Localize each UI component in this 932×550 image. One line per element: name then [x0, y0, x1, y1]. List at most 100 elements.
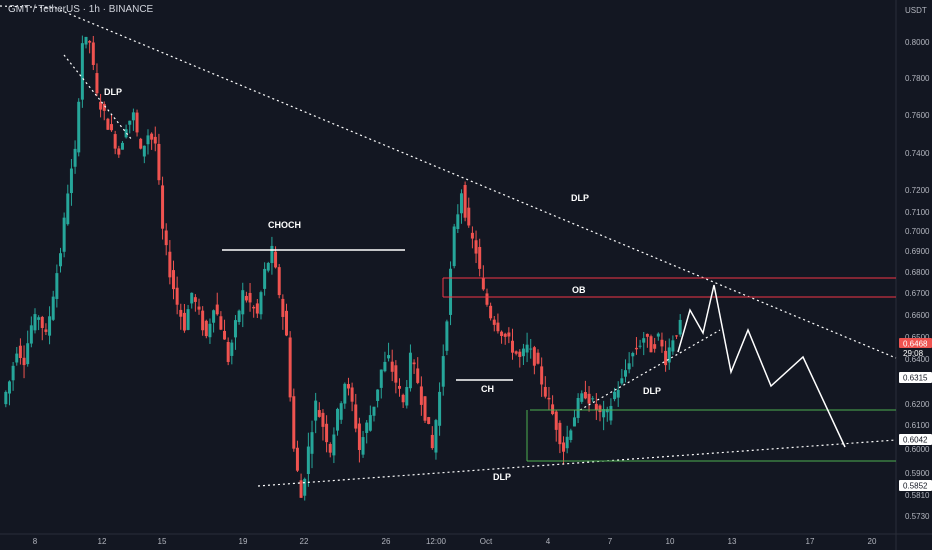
candle-body — [292, 396, 296, 449]
candle-body — [387, 355, 391, 359]
candle-body — [237, 310, 241, 323]
candle-body — [332, 434, 336, 456]
candle-body — [230, 342, 234, 356]
dlp-top-label: DLP — [104, 87, 122, 97]
candle-body — [660, 339, 664, 347]
candle-body — [653, 344, 657, 349]
candle-body — [95, 73, 99, 94]
candle-body — [354, 404, 358, 429]
candle-body — [226, 342, 230, 362]
candle-body — [88, 41, 92, 43]
y-tick-label: 0.6000 — [905, 445, 930, 454]
candle-body — [215, 304, 219, 315]
ch-label: CH — [481, 384, 494, 394]
candle-body — [470, 232, 474, 239]
candle-body — [540, 366, 544, 385]
candle-body — [69, 168, 73, 194]
candle-body — [368, 415, 372, 431]
candle-body — [26, 343, 30, 365]
candle-body — [299, 480, 303, 498]
candle-body — [18, 345, 22, 359]
candle-body — [576, 397, 580, 418]
candle-body — [204, 320, 208, 337]
candle-body — [150, 133, 154, 140]
y-tick-label: 0.6900 — [905, 247, 930, 256]
candle-body — [594, 403, 598, 411]
candle-body — [642, 338, 646, 343]
candle-body — [408, 352, 412, 389]
candle-body — [139, 138, 143, 149]
candle-body — [197, 306, 201, 310]
candle-body — [274, 251, 278, 268]
y-tick-label: 0.6700 — [905, 289, 930, 298]
candle-body — [507, 332, 511, 337]
x-tick-label: 15 — [158, 537, 167, 546]
candle-body — [295, 447, 299, 471]
candle-body — [602, 409, 606, 418]
candle-body — [102, 103, 106, 111]
candle-body — [638, 345, 642, 347]
candle-body — [401, 394, 405, 403]
candle-body — [306, 446, 310, 474]
candle-body — [208, 323, 212, 338]
candle-body — [361, 437, 365, 455]
candle-body — [565, 436, 569, 449]
x-tick-label: 7 — [608, 537, 613, 546]
candle-body — [84, 36, 88, 45]
candle-body — [503, 333, 507, 337]
candle-body — [277, 267, 281, 296]
x-tick-label: 17 — [806, 537, 815, 546]
x-tick-label: 10 — [666, 537, 675, 546]
candle-body — [248, 292, 252, 303]
y-tick-label: 0.6800 — [905, 268, 930, 277]
candle-body — [580, 393, 584, 402]
candle-body — [624, 370, 627, 377]
candle-body — [4, 391, 8, 405]
candle-body — [142, 145, 146, 157]
price-box-upper: 0.6315 — [903, 374, 928, 383]
candle-body — [664, 350, 668, 366]
candle-body — [7, 381, 11, 394]
candle-body — [120, 142, 124, 150]
candle-body — [172, 270, 175, 290]
candle-body — [441, 356, 445, 387]
candle-body — [55, 273, 59, 299]
y-tick-label: 0.6600 — [905, 311, 930, 320]
candle-body — [427, 417, 431, 424]
candle-body — [485, 293, 489, 305]
choch-label: CHOCH — [268, 220, 301, 230]
x-tick-label: 22 — [300, 537, 309, 546]
candle-body — [620, 378, 624, 384]
candle-body — [558, 422, 562, 445]
candle-body — [536, 352, 540, 364]
candle-body — [37, 317, 41, 320]
candle-body — [412, 362, 416, 365]
currency-label: USDT — [905, 6, 927, 15]
candle-body — [285, 310, 288, 336]
candle-body — [627, 363, 631, 370]
candle-body — [310, 432, 314, 454]
candle-body — [117, 148, 121, 155]
candle-body — [201, 310, 205, 331]
candle-body — [463, 185, 467, 218]
candle-body — [186, 309, 190, 330]
candle-body — [244, 295, 248, 301]
candle-body — [328, 444, 332, 453]
x-tick-label: 4 — [546, 537, 551, 546]
candle-body — [223, 330, 227, 340]
candle-body — [44, 329, 48, 332]
candle-body — [175, 287, 179, 305]
candle-body — [438, 391, 442, 426]
candle-body — [40, 316, 44, 328]
x-tick-label: 13 — [728, 537, 737, 546]
price-box-middle: 0.6042 — [903, 436, 928, 445]
candle-body — [314, 400, 318, 421]
descending-trendline — [59, 9, 897, 359]
candle-body — [128, 120, 132, 125]
dlp-top-trendline — [63, 54, 133, 141]
candle-body — [434, 420, 438, 453]
candle-body — [91, 42, 95, 65]
symbol-title: GMT / TetherUS · 1h · BINANCE — [8, 4, 154, 15]
